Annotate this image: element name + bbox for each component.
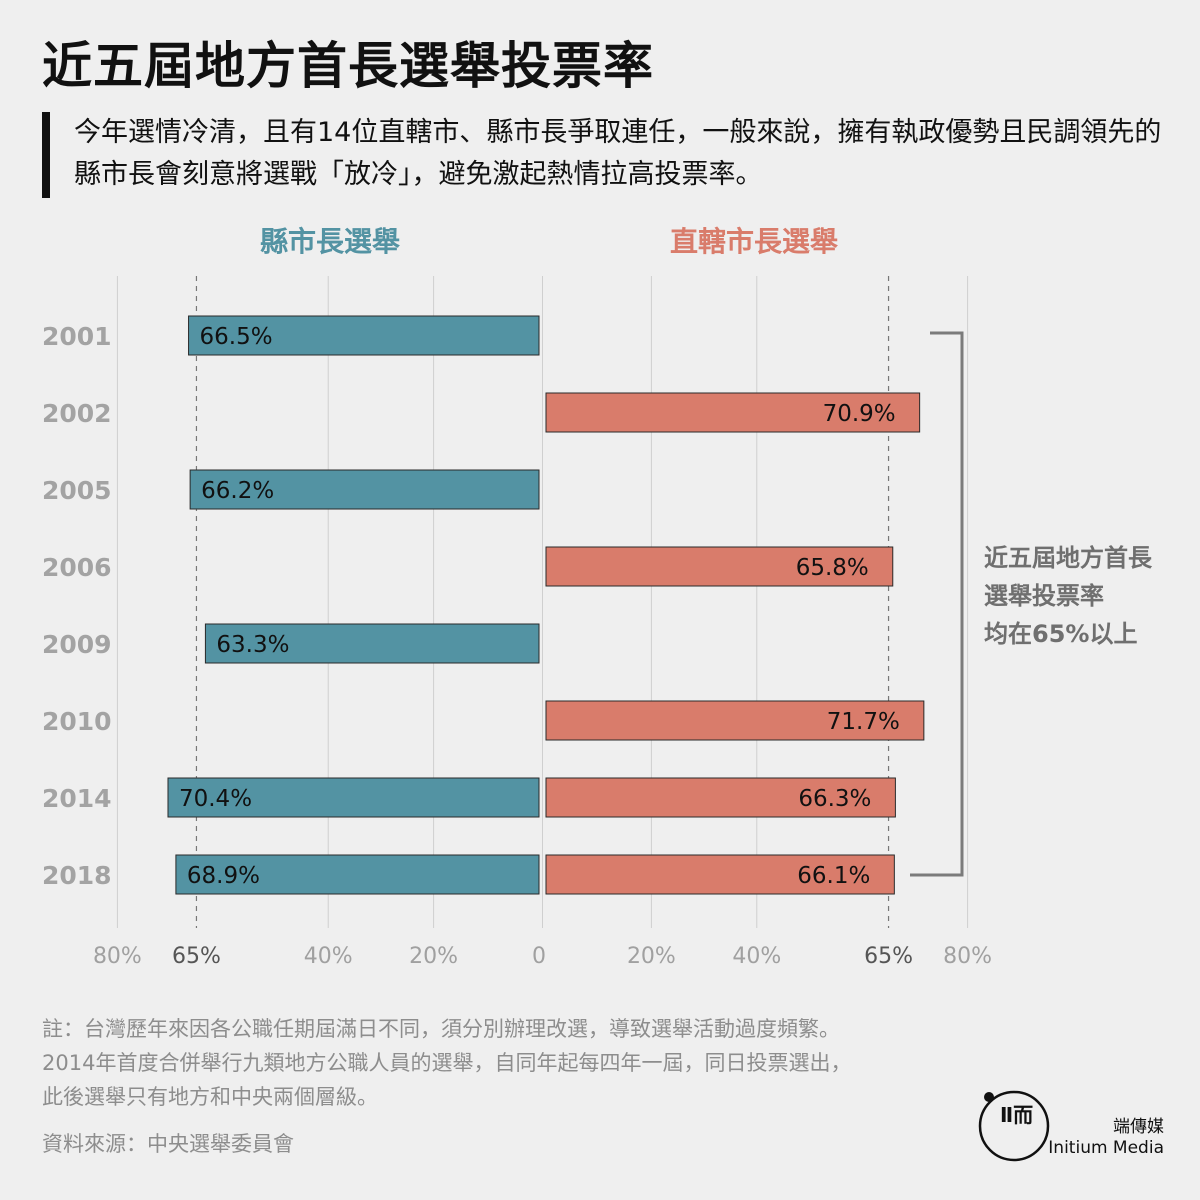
year-label: 2002 [42, 399, 112, 428]
year-label: 2005 [42, 476, 112, 505]
footnote-line: 註：台灣歷年來因各公職任期屆滿日不同，須分別辦理改選，導致選舉活動過度頻繁。 [42, 1017, 840, 1041]
data-label-county: 66.5% [200, 324, 273, 350]
data-label-county: 70.4% [179, 786, 252, 812]
data-label-municipal: 66.3% [798, 786, 871, 812]
footnote: 註：台灣歷年來因各公職任期屆滿日不同，須分別辦理改選，導致選舉活動過度頻繁。 2… [42, 1012, 1002, 1114]
bar-municipal [545, 854, 895, 895]
data-label-municipal: 70.9% [823, 401, 896, 427]
tick-label: 20% [627, 944, 676, 969]
tick-label: 0 [532, 944, 546, 969]
tick-label: 65% [864, 944, 913, 969]
legend-municipal: 直轄市長選舉 [670, 225, 839, 258]
data-label-municipal: 66.1% [797, 863, 870, 889]
bar-municipal [545, 546, 894, 587]
logo-english: Initium Media [1048, 1138, 1164, 1158]
bracket [910, 331, 964, 877]
data-label-county: 63.3% [216, 632, 289, 658]
bar-municipal [545, 777, 896, 818]
turnout-chart: 縣市長選舉 直轄市長選舉 66.5% 70.9% 66.2% 65.8% 63.3% 71… [42, 225, 1153, 969]
legend: 縣市長選舉 直轄市長選舉 [260, 225, 839, 258]
subtitle-accent-bar [42, 112, 50, 198]
tick-label: 80% [93, 944, 142, 969]
tick-labels: 80% 65% 40% 20% 0 20% 40% 65% 80% [93, 944, 992, 969]
data-label-municipal: 65.8% [796, 555, 869, 581]
year-label: 2009 [42, 630, 112, 659]
page-title: 近五屆地方首長選舉投票率 [42, 37, 654, 95]
bar-county [175, 854, 540, 895]
initium-logo-icon: Ⅱ而 [978, 1090, 1050, 1162]
logo-name: 端傳媒 [1113, 1117, 1164, 1137]
grid-lines [116, 276, 969, 928]
annotation-line: 均在65%以上 [984, 620, 1137, 648]
bar-county [189, 469, 540, 510]
tick-label: 20% [409, 944, 458, 969]
year-label: 2006 [42, 553, 112, 582]
footnote-line: 2014年首度合併舉行九類地方公職人員的選舉，自同年起每四年一屆，同日投票選出， [42, 1051, 852, 1075]
year-label: 2018 [42, 861, 112, 890]
year-label: 2010 [42, 707, 112, 736]
tick-label: 65% [172, 944, 221, 969]
tick-label: 40% [304, 944, 353, 969]
data-label-county: 68.9% [187, 863, 260, 889]
year-labels: 2001 2002 2005 2006 2009 2010 2014 2018 [42, 322, 112, 890]
legend-county: 縣市長選舉 [260, 225, 401, 258]
bar-county [167, 777, 540, 818]
bar-county [204, 623, 540, 664]
annotation-line: 近五屆地方首長 [984, 544, 1153, 572]
bar-county [188, 315, 540, 356]
bar-municipal [545, 392, 921, 433]
tick-label: 40% [732, 944, 781, 969]
bars: 66.5% 70.9% 66.2% 65.8% 63.3% 71.7% 70.4% 66.3%… [167, 315, 925, 895]
annotation-line: 選舉投票率 [984, 582, 1104, 610]
bar-municipal [545, 700, 925, 741]
logo-mark: Ⅱ而 [1000, 1103, 1033, 1127]
data-label-county: 66.2% [201, 478, 274, 504]
tick-label: 80% [943, 944, 992, 969]
subtitle: 今年選情冷清，且有14位直轄市、縣市長爭取連任，一般來說，擁有執政優勢且民調領先… [74, 117, 1162, 190]
footnote-line: 此後選舉只有地方和中央兩個層級。 [42, 1085, 378, 1109]
data-label-municipal: 71.7% [827, 709, 900, 735]
year-label: 2014 [42, 784, 112, 813]
year-label: 2001 [42, 322, 112, 351]
data-source: 資料來源：中央選舉委員會 [42, 1132, 294, 1156]
